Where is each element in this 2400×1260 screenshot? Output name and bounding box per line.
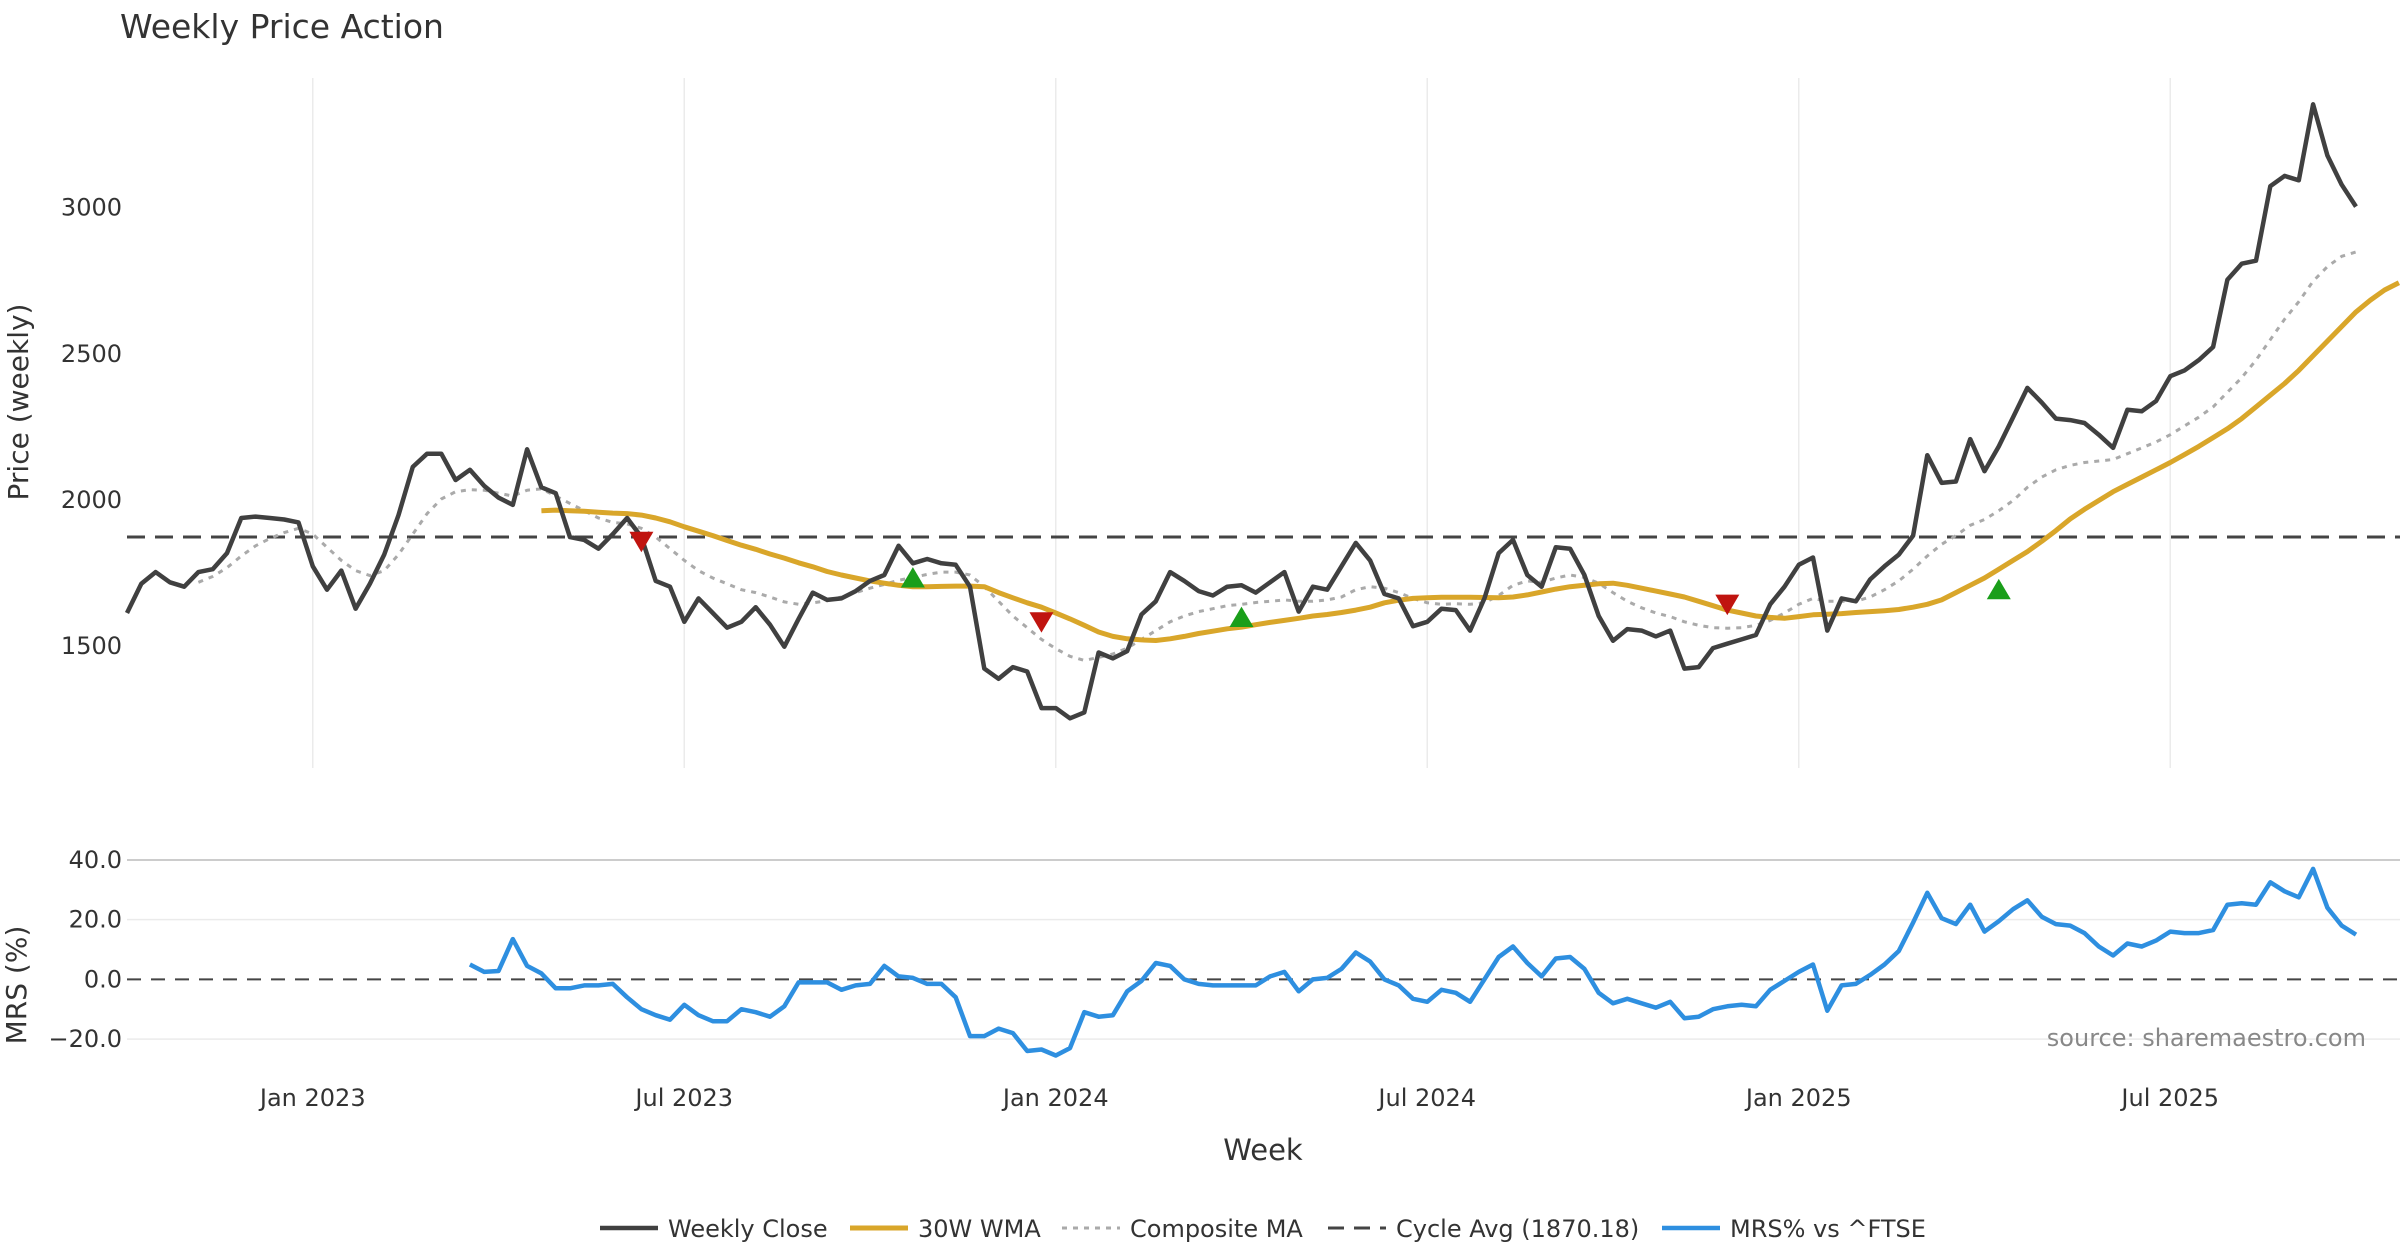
- sell-signal-marker-4: [1715, 594, 1740, 616]
- legend-label-4: MRS% vs ^FTSE: [1730, 1215, 1926, 1243]
- x-tick-0: Jan 2023: [258, 1084, 366, 1112]
- x-tick-4: Jan 2025: [1744, 1084, 1852, 1112]
- mrs-ytick-0: −20.0: [48, 1025, 122, 1053]
- x-tick-1: Jul 2023: [633, 1084, 733, 1112]
- series-composite-ma: [197, 250, 2357, 662]
- price-gridlines: [312, 78, 2171, 768]
- chart-title: Weekly Price Action: [120, 7, 444, 46]
- legend: Weekly Close 30W WMA Composite MA Cycle Avg…: [600, 1215, 1926, 1243]
- x-tick-2: Jan 2024: [1001, 1084, 1109, 1112]
- series-weekly-close: [124, 102, 2358, 721]
- price-y-axis-label: Price (weekly): [2, 304, 35, 501]
- sell-signal-marker-0: [629, 531, 654, 553]
- series-mrs-vs-ftse: [468, 866, 2358, 1058]
- price-series: [124, 102, 2400, 721]
- x-tick-3: Jul 2024: [1376, 1084, 1476, 1112]
- legend-label-0: Weekly Close: [668, 1215, 828, 1243]
- mrs-ytick-3: 40.0: [69, 846, 122, 874]
- signal-markers: [629, 531, 2011, 633]
- price-ytick-1500: 1500: [61, 632, 122, 660]
- price-panel: 1500 2000 2500 3000 Price (weekly): [2, 78, 2400, 768]
- source-annotation: source: sharemaestro.com: [2047, 1024, 2366, 1052]
- mrs-y-axis-label: MRS (%): [0, 926, 33, 1045]
- mrs-ytick-1: 0.0: [84, 965, 122, 993]
- legend-label-1: 30W WMA: [918, 1215, 1041, 1243]
- mrs-gridlines: [127, 858, 2400, 1040]
- buy-signal-marker-3: [1229, 606, 1254, 628]
- mrs-y-ticks: −20.0 0.0 20.0 40.0: [48, 846, 122, 1053]
- x-axis-ticks: Jan 2023 Jul 2023 Jan 2024 Jul 2024 Jan 2025…: [258, 1084, 2219, 1112]
- mrs-series: [468, 866, 2358, 1058]
- price-ytick-2500: 2500: [61, 340, 122, 368]
- legend-label-2: Composite MA: [1130, 1215, 1303, 1243]
- series-30w-wma: [541, 280, 2400, 643]
- legend-label-3: Cycle Avg (1870.18): [1396, 1215, 1639, 1243]
- price-ytick-3000: 3000: [61, 194, 122, 222]
- price-y-ticks: 1500 2000 2500 3000: [61, 194, 122, 661]
- sell-signal-marker-2: [1029, 612, 1054, 633]
- x-tick-5: Jul 2025: [2119, 1084, 2219, 1112]
- mrs-ytick-2: 20.0: [69, 906, 122, 934]
- mrs-panel: −20.0 0.0 20.0 40.0 MRS (%) source: sharema…: [0, 846, 2400, 1058]
- price-ytick-2000: 2000: [61, 486, 122, 514]
- x-axis-label: Week: [1223, 1133, 1303, 1167]
- buy-signal-marker-1: [900, 567, 925, 588]
- buy-signal-marker-5: [1986, 578, 2011, 600]
